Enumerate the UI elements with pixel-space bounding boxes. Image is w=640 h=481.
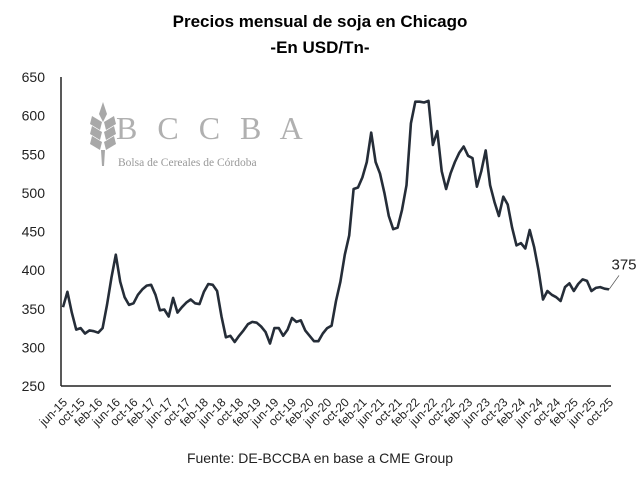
y-tick-label: 350 [22,301,46,317]
y-tick-label: 500 [22,185,46,201]
y-tick-label: 250 [22,378,46,394]
y-tick-label: 300 [22,339,46,355]
y-tick-label: 550 [22,146,46,162]
chart-subtitle: -En USD/Tn- [270,38,370,57]
y-tick-label: 600 [22,108,46,124]
y-tick-label: 650 [22,69,46,85]
last-value-label: 375 [611,256,636,273]
y-tick-label: 400 [22,262,46,278]
bccba-logo: B C C B A Bolsa de Cereales de Córdoba [88,100,303,175]
source-note: Fuente: DE-BCCBA en base a CME Group [186,450,454,466]
annotation-leader [608,275,620,290]
logo-subtitle: Bolsa de Cereales de Córdoba [118,157,257,169]
y-tick-label: 450 [22,224,46,240]
chart-title: Precios mensual de soja en Chicago [172,12,468,31]
wheat-icon [90,102,116,166]
series-line-soja [61,99,610,345]
logo-text: B C C B A [116,110,309,146]
